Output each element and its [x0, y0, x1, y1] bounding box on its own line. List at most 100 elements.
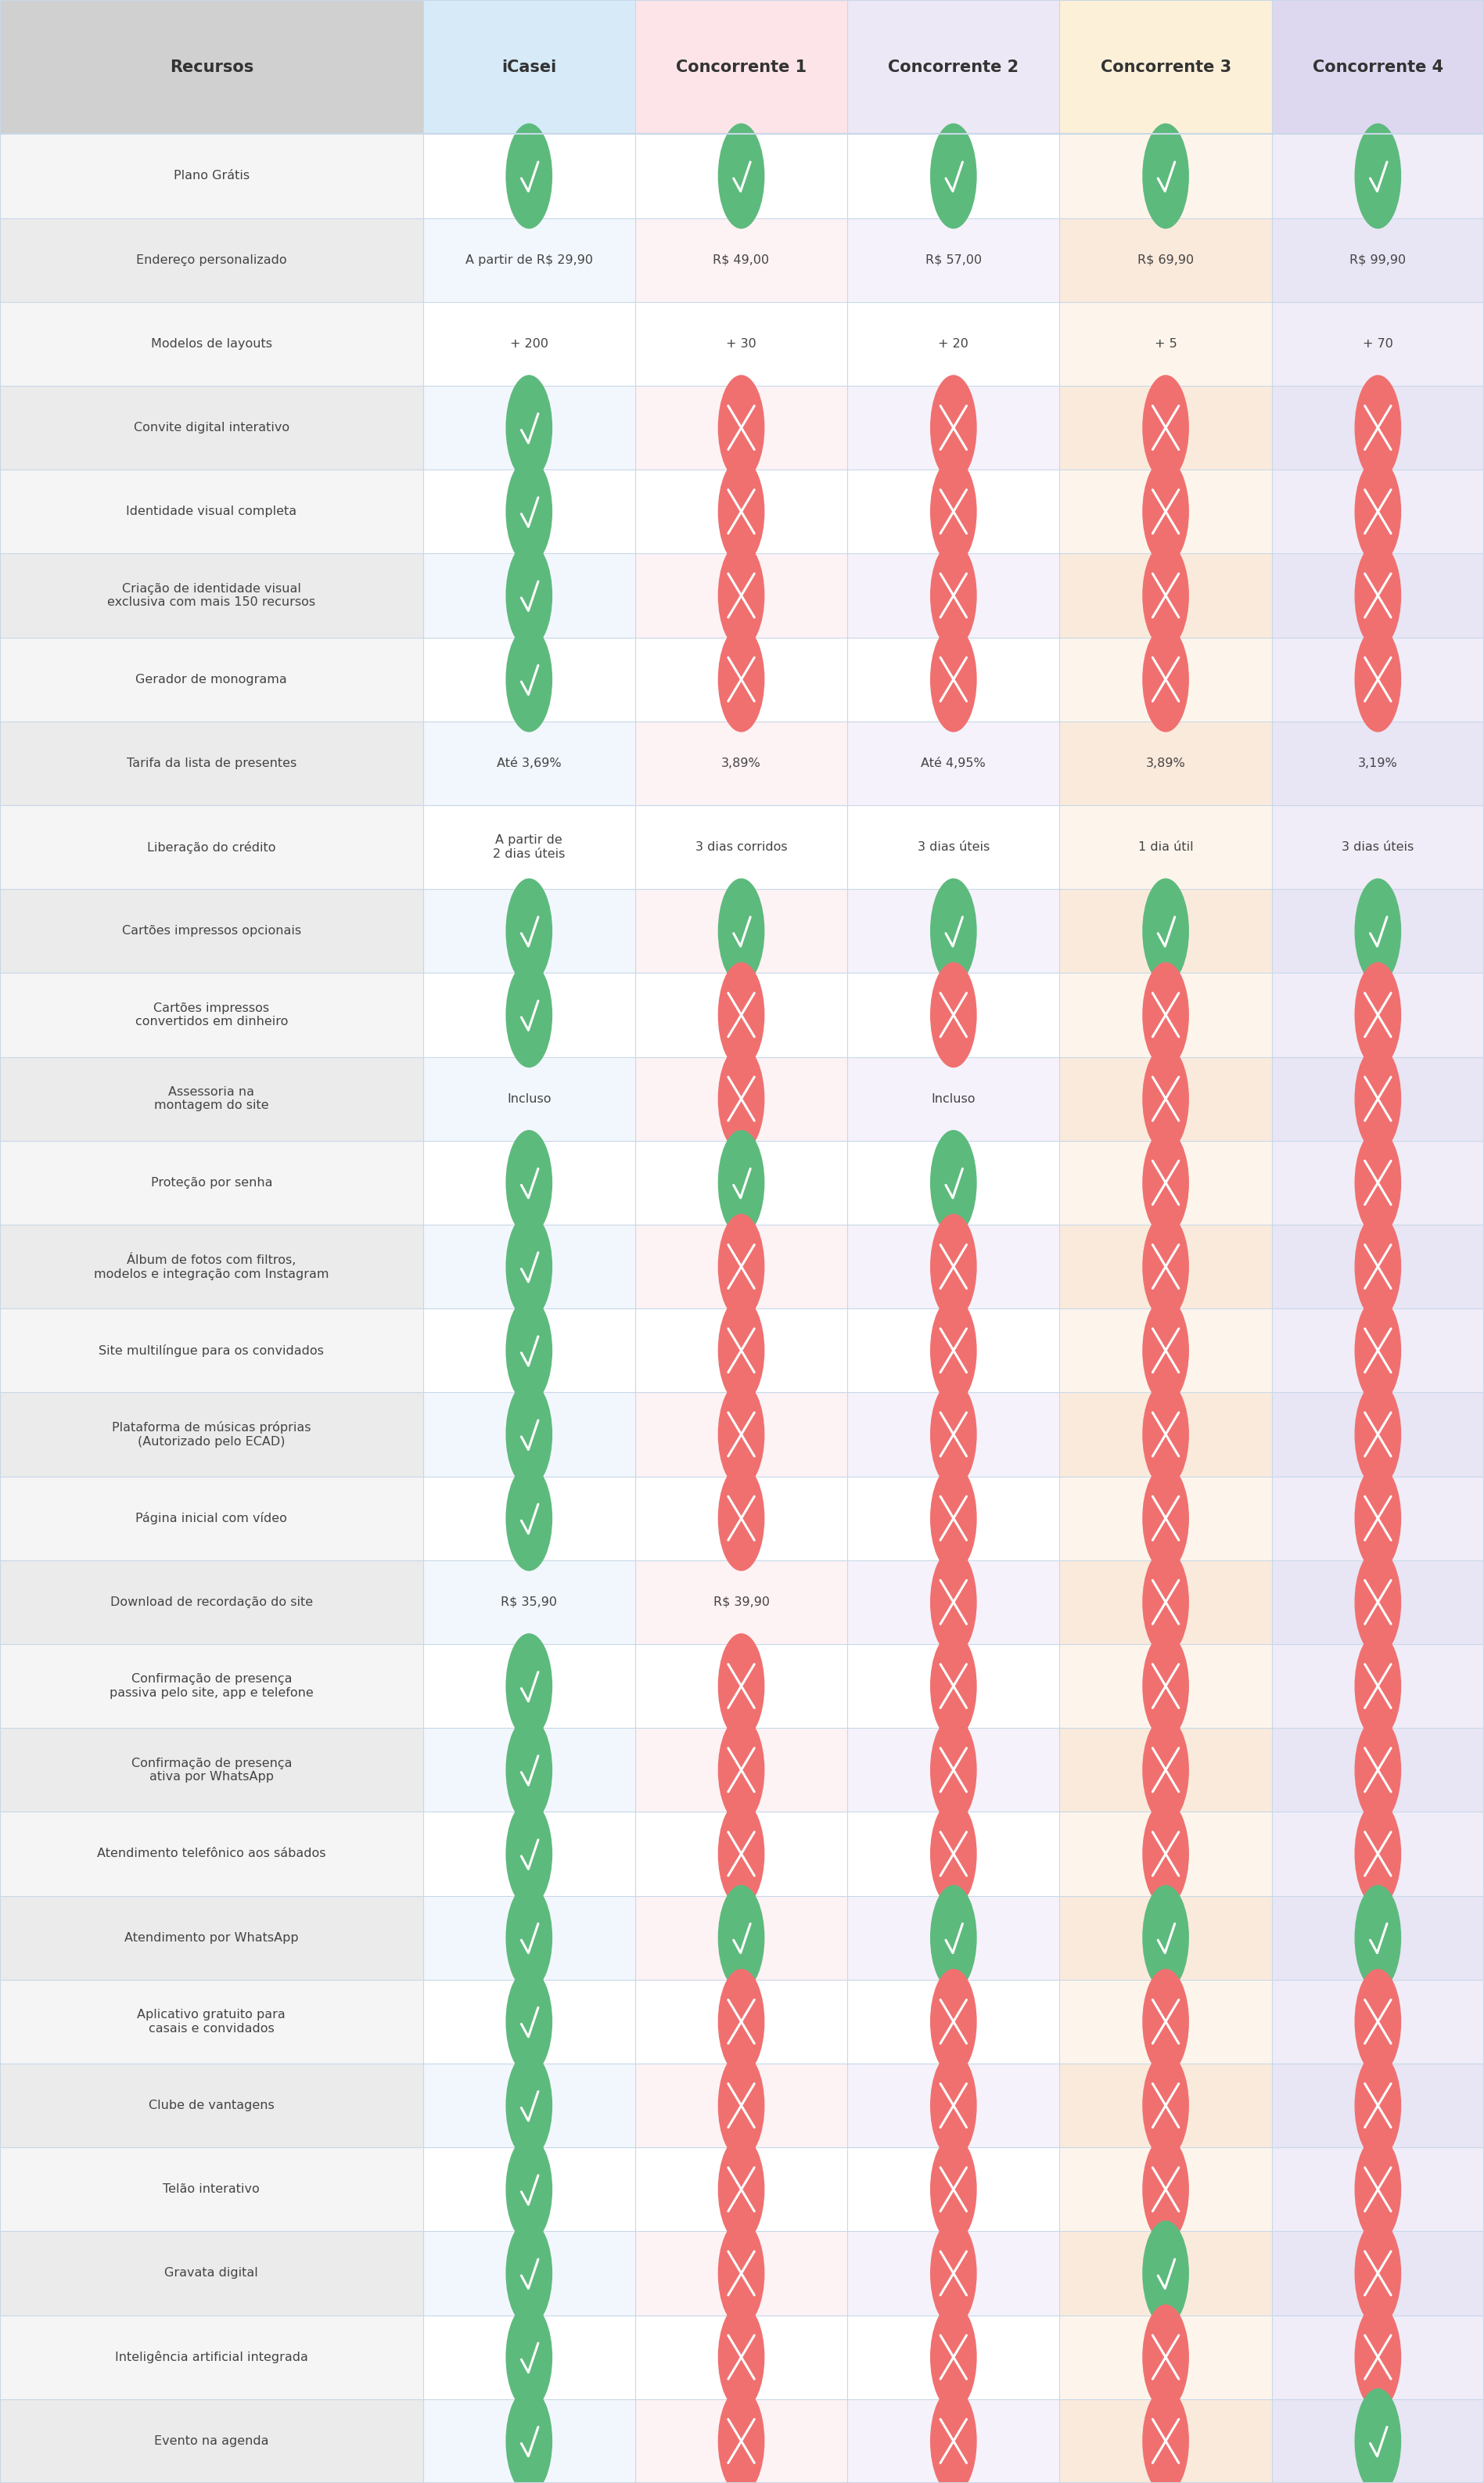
Bar [847, 2314, 1060, 2399]
Text: Gravata digital: Gravata digital [165, 2267, 258, 2279]
Bar [1272, 1559, 1484, 1644]
Ellipse shape [1355, 1800, 1401, 1907]
Bar [1272, 1813, 1484, 1897]
Bar [635, 2314, 847, 2399]
Bar [1060, 1813, 1272, 1897]
Ellipse shape [506, 544, 552, 648]
Bar [1060, 469, 1272, 554]
Ellipse shape [718, 1381, 764, 1487]
Ellipse shape [506, 1969, 552, 2073]
Ellipse shape [1143, 544, 1189, 648]
Ellipse shape [1355, 459, 1401, 564]
Bar [1272, 385, 1484, 469]
Bar [847, 638, 1060, 723]
Bar [635, 385, 847, 469]
Bar [1060, 1897, 1272, 1979]
Ellipse shape [1355, 1381, 1401, 1487]
Bar [0, 1979, 423, 2063]
Text: + 200: + 200 [510, 338, 548, 350]
Ellipse shape [506, 1299, 552, 1403]
Bar [635, 1058, 847, 1140]
Bar [1060, 723, 1272, 804]
Bar [423, 2063, 635, 2148]
Bar [0, 1477, 423, 1559]
Bar [423, 1140, 635, 1224]
Ellipse shape [506, 1465, 552, 1572]
Ellipse shape [1355, 1885, 1401, 1991]
Bar [635, 1979, 847, 2063]
Bar [847, 1897, 1060, 1979]
Bar [847, 804, 1060, 889]
Bar [635, 1897, 847, 1979]
Bar [635, 0, 847, 134]
Text: R$ 39,90: R$ 39,90 [714, 1597, 769, 1609]
Ellipse shape [506, 375, 552, 479]
Ellipse shape [506, 2220, 552, 2327]
Text: Atendimento por WhatsApp: Atendimento por WhatsApp [125, 1932, 298, 1944]
Ellipse shape [718, 1130, 764, 1237]
Ellipse shape [1143, 1969, 1189, 2073]
Bar [0, 723, 423, 804]
Bar [0, 1140, 423, 1224]
Bar [1272, 804, 1484, 889]
Bar [847, 1224, 1060, 1309]
Bar [0, 1897, 423, 1979]
Ellipse shape [718, 1718, 764, 1823]
Ellipse shape [1143, 963, 1189, 1068]
Bar [847, 219, 1060, 303]
Bar [423, 1393, 635, 1477]
Ellipse shape [930, 963, 976, 1068]
Ellipse shape [718, 2053, 764, 2158]
Text: R$ 69,90: R$ 69,90 [1137, 253, 1195, 266]
Ellipse shape [718, 626, 764, 732]
Ellipse shape [930, 879, 976, 983]
Ellipse shape [930, 2053, 976, 2158]
Bar [0, 1393, 423, 1477]
Bar [0, 1728, 423, 1813]
Bar [1060, 1058, 1272, 1140]
Ellipse shape [506, 626, 552, 732]
Bar [635, 1728, 847, 1813]
Bar [1060, 303, 1272, 385]
Ellipse shape [1143, 1130, 1189, 1237]
Bar [1060, 0, 1272, 134]
Text: Plano Grátis: Plano Grátis [174, 171, 249, 181]
Bar [847, 889, 1060, 973]
Bar [1060, 554, 1272, 638]
Ellipse shape [930, 375, 976, 479]
Text: + 20: + 20 [938, 338, 969, 350]
Bar [635, 2148, 847, 2232]
Ellipse shape [506, 2138, 552, 2242]
Bar [0, 303, 423, 385]
Text: Liberação do crédito: Liberação do crédito [147, 842, 276, 854]
Ellipse shape [930, 2220, 976, 2327]
Bar [635, 889, 847, 973]
Bar [847, 1728, 1060, 1813]
Ellipse shape [718, 2220, 764, 2327]
Text: Confirmação de presença
ativa por WhatsApp: Confirmação de presença ativa por WhatsA… [131, 1758, 292, 1783]
Bar [1272, 2399, 1484, 2483]
Bar [1060, 385, 1272, 469]
Bar [1272, 1224, 1484, 1309]
Text: Proteção por senha: Proteção por senha [151, 1177, 272, 1189]
Ellipse shape [506, 879, 552, 983]
Text: Incluso: Incluso [932, 1093, 975, 1105]
Bar [423, 1058, 635, 1140]
Ellipse shape [506, 1718, 552, 1823]
Bar [847, 1140, 1060, 1224]
Bar [1060, 2399, 1272, 2483]
Bar [1272, 1728, 1484, 1813]
Ellipse shape [1143, 1299, 1189, 1403]
Ellipse shape [506, 1634, 552, 1738]
Text: Assessoria na
montagem do site: Assessoria na montagem do site [154, 1085, 269, 1112]
Bar [1060, 2232, 1272, 2314]
Text: + 30: + 30 [726, 338, 757, 350]
Text: Inteligência artificial integrada: Inteligência artificial integrada [114, 2351, 309, 2364]
Ellipse shape [1355, 1465, 1401, 1572]
Bar [423, 1728, 635, 1813]
Bar [635, 973, 847, 1058]
Ellipse shape [718, 459, 764, 564]
Bar [1060, 1224, 1272, 1309]
Ellipse shape [718, 1299, 764, 1403]
Bar [0, 1309, 423, 1393]
